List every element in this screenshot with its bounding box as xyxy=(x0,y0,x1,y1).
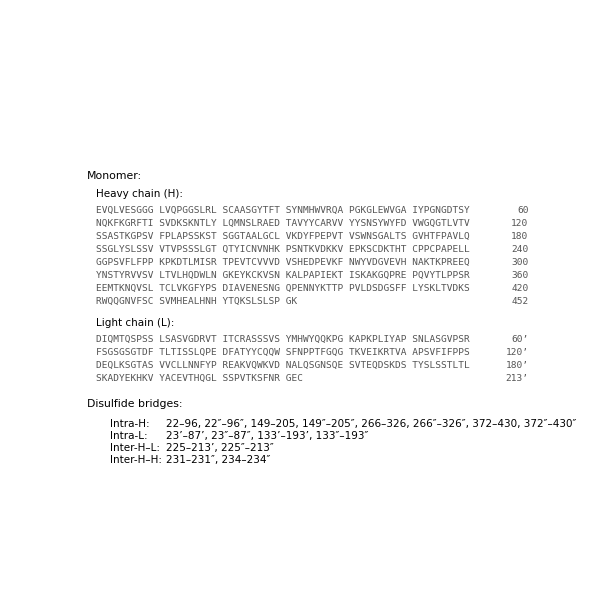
Text: Light chain (L):: Light chain (L): xyxy=(96,318,175,328)
Text: 231–231″, 234–234″: 231–231″, 234–234″ xyxy=(166,455,270,465)
Text: FSGSGSGTDF TLTISSLQPE DFATYYCQQW SFNPPTFGQG TKVEIKRTVA APSVFIFPPS: FSGSGSGTDF TLTISSLQPE DFATYYCQQW SFNPPTF… xyxy=(96,348,470,357)
Text: EVQLVESGGG LVQPGGSLRL SCAASGYTFT SYNMHWVRQA PGKGLEWVGA IYPGNGDTSY: EVQLVESGGG LVQPGGSLRL SCAASGYTFT SYNMHWV… xyxy=(96,206,470,215)
Text: SSGLYSLSSV VTVPSSSLGT QTYICNVNHK PSNTKVDKKV EPKSCDKTHT CPPCPAPELL: SSGLYSLSSV VTVPSSSLGT QTYICNVNHK PSNTKVD… xyxy=(96,245,470,254)
Text: 180: 180 xyxy=(511,232,529,241)
Text: 60’: 60’ xyxy=(511,335,529,344)
Text: YNSTYRVVSV LTVLHQDWLN GKEYKCKVSN KALPAPIEKT ISKAKGQPRE PQVYTLPPSR: YNSTYRVVSV LTVLHQDWLN GKEYKCKVSN KALPAPI… xyxy=(96,271,470,280)
Text: 180’: 180’ xyxy=(505,361,529,370)
Text: 120: 120 xyxy=(511,219,529,228)
Text: Inter-H–L:: Inter-H–L: xyxy=(110,443,160,453)
Text: GGPSVFLFPP KPKDTLMISR TPEVTCVVVD VSHEDPEVKF NWYVDGVEVH NAKTKPREEQ: GGPSVFLFPP KPKDTLMISR TPEVTCVVVD VSHEDPE… xyxy=(96,258,470,267)
Text: EEMTKNQVSL TCLVKGFYPS DIAVENESNG QPENNYKTTP PVLDSDGSFF LYSKLTVDKS: EEMTKNQVSL TCLVKGFYPS DIAVENESNG QPENNYK… xyxy=(96,284,470,293)
Text: 23’–87’, 23″–87″, 133’–193’, 133″–193″: 23’–87’, 23″–87″, 133’–193’, 133″–193″ xyxy=(166,431,368,441)
Text: 60: 60 xyxy=(517,206,529,215)
Text: SSASTKGPSV FPLAPSSKST SGGTAALGCL VKDYFPEPVT VSWNSGALTS GVHTFPAVLQ: SSASTKGPSV FPLAPSSKST SGGTAALGCL VKDYFPE… xyxy=(96,232,470,241)
Text: DEQLKSGTAS VVCLLNNFYP REAKVQWKVD NALQSGNSQE SVTEQDSKDS TYSLSSTLTL: DEQLKSGTAS VVCLLNNFYP REAKVQWKVD NALQSGN… xyxy=(96,361,470,370)
Text: Heavy chain (H):: Heavy chain (H): xyxy=(96,190,183,199)
Text: Intra-H:: Intra-H: xyxy=(110,419,149,428)
Text: 360: 360 xyxy=(511,271,529,280)
Text: Disulfide bridges:: Disulfide bridges: xyxy=(86,399,182,409)
Text: RWQQGNVFSC SVMHEALHNH YTQKSLSLSP GK: RWQQGNVFSC SVMHEALHNH YTQKSLSLSP GK xyxy=(96,297,297,306)
Text: 240: 240 xyxy=(511,245,529,254)
Text: 120’: 120’ xyxy=(505,348,529,357)
Text: 213’: 213’ xyxy=(505,374,529,383)
Text: DIQMTQSPSS LSASVGDRVT ITCRASSSVS YMHWYQQKPG KAPKPLIYAP SNLASGVPSR: DIQMTQSPSS LSASVGDRVT ITCRASSSVS YMHWYQQ… xyxy=(96,335,470,344)
Text: Intra-L:: Intra-L: xyxy=(110,431,148,441)
Text: 420: 420 xyxy=(511,284,529,293)
Text: 225–213’, 225″–213″: 225–213’, 225″–213″ xyxy=(166,443,274,453)
Text: NQKFKGRFTI SVDKSKNTLY LQMNSLRAED TAVYYCARVV YYSNSYWYFD VWGQGTLVTV: NQKFKGRFTI SVDKSKNTLY LQMNSLRAED TAVYYCA… xyxy=(96,219,470,228)
Text: 22–96, 22″–96″, 149–205, 149″–205″, 266–326, 266″–326″, 372–430, 372″–430″: 22–96, 22″–96″, 149–205, 149″–205″, 266–… xyxy=(166,419,576,428)
Text: Inter-H–H:: Inter-H–H: xyxy=(110,455,162,465)
Text: 452: 452 xyxy=(511,297,529,306)
Text: SKADYEKHKV YACEVTHQGL SSPVTKSFNR GEC: SKADYEKHKV YACEVTHQGL SSPVTKSFNR GEC xyxy=(96,374,303,383)
Text: 300: 300 xyxy=(511,258,529,267)
Text: Monomer:: Monomer: xyxy=(86,172,142,181)
